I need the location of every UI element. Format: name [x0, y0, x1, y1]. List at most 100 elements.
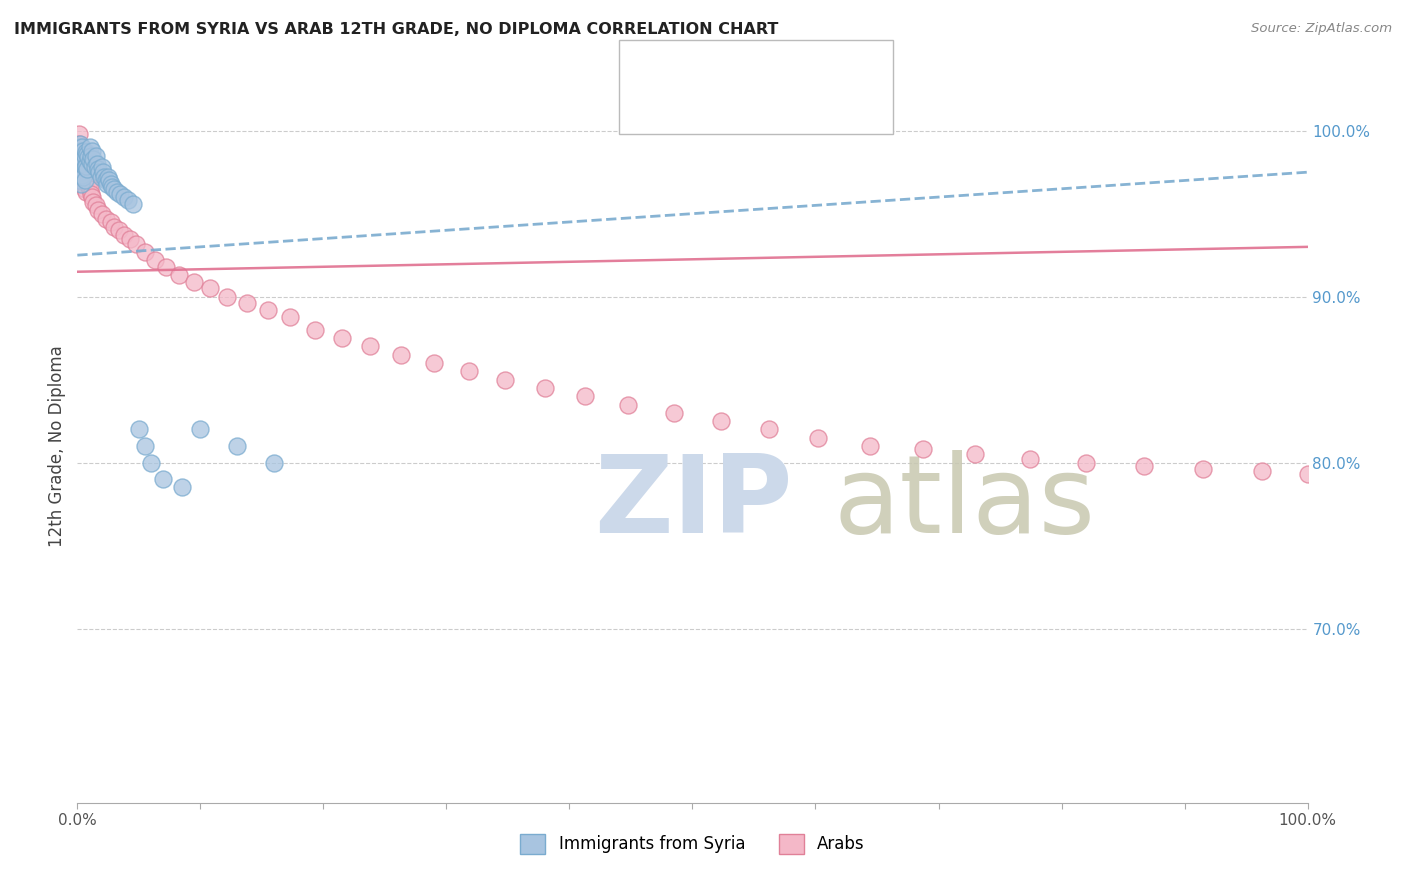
Point: [141, 456, 163, 470]
Point: [112, 190, 135, 204]
Text: Source: ZipAtlas.com: Source: ZipAtlas.com: [1251, 22, 1392, 36]
Point: [67, 148, 90, 162]
Point: [84, 198, 107, 212]
Point: [90, 160, 114, 174]
Point: [67, 140, 90, 154]
Point: [69, 165, 91, 179]
Point: [200, 281, 222, 295]
Point: [72, 157, 94, 171]
Point: [101, 180, 124, 194]
Point: [1296, 467, 1319, 482]
Point: [67, 136, 90, 151]
Point: [83, 160, 105, 174]
Point: [91, 165, 114, 179]
Point: [96, 177, 118, 191]
Point: [80, 148, 103, 162]
Legend: Immigrants from Syria, Arabs: Immigrants from Syria, Arabs: [512, 825, 873, 863]
Point: [169, 268, 191, 282]
Point: [1133, 458, 1156, 473]
Point: [79, 182, 101, 196]
Point: [117, 194, 139, 208]
Point: [73, 182, 96, 196]
Point: [112, 228, 135, 243]
Point: [534, 381, 557, 395]
Point: [69, 148, 91, 162]
Point: [77, 150, 100, 164]
Point: [121, 196, 143, 211]
Point: [67, 173, 90, 187]
Point: [79, 153, 101, 168]
Point: [84, 148, 107, 162]
Text: ZIP: ZIP: [595, 450, 793, 556]
Point: [100, 215, 122, 229]
Point: [128, 422, 150, 436]
Point: [710, 414, 733, 428]
Point: [807, 431, 830, 445]
Text: R =  0.112   N =  61: R = 0.112 N = 61: [673, 55, 841, 73]
Point: [70, 153, 93, 168]
Point: [75, 185, 97, 199]
Point: [67, 127, 90, 141]
Point: [226, 439, 249, 453]
Point: [330, 331, 353, 345]
Point: [89, 165, 111, 179]
Point: [73, 165, 96, 179]
Point: [108, 223, 131, 237]
Point: [965, 447, 987, 461]
Point: [70, 165, 93, 179]
Point: [69, 136, 91, 151]
Point: [67, 157, 90, 171]
Point: [67, 165, 90, 179]
Point: [82, 157, 104, 171]
Point: [911, 442, 934, 457]
Point: [86, 157, 108, 171]
Point: [82, 152, 104, 166]
Point: [423, 356, 446, 370]
Point: [87, 161, 110, 176]
Point: [617, 397, 640, 411]
Point: [236, 296, 259, 310]
Point: [170, 481, 193, 495]
Point: [72, 170, 94, 185]
Point: [76, 161, 98, 176]
Point: [93, 170, 115, 185]
Text: atlas: atlas: [834, 450, 1095, 556]
Point: [76, 147, 98, 161]
Point: [73, 173, 96, 187]
Point: [73, 160, 96, 174]
Point: [69, 144, 91, 158]
Point: [70, 148, 93, 162]
Point: [70, 177, 93, 191]
Point: [152, 472, 174, 486]
Point: [77, 178, 100, 193]
Point: [70, 165, 93, 179]
Point: [80, 186, 103, 201]
Point: [87, 203, 110, 218]
Point: [75, 159, 97, 173]
Point: [257, 302, 280, 317]
Point: [70, 153, 93, 168]
Point: [662, 406, 685, 420]
Point: [72, 144, 94, 158]
Point: [100, 177, 122, 191]
Point: [94, 173, 117, 187]
Point: [1018, 452, 1040, 467]
Point: [70, 169, 93, 183]
Point: [217, 290, 239, 304]
Point: [82, 190, 104, 204]
Point: [457, 364, 479, 378]
Point: [75, 169, 97, 183]
Point: [69, 157, 91, 171]
Point: [72, 160, 94, 174]
Point: [495, 373, 517, 387]
Point: [72, 177, 94, 191]
Point: [70, 140, 93, 154]
Y-axis label: 12th Grade, No Diploma: 12th Grade, No Diploma: [48, 345, 66, 547]
Point: [70, 144, 93, 158]
Point: [125, 236, 148, 251]
Point: [82, 144, 104, 158]
Point: [120, 231, 142, 245]
Point: [758, 422, 780, 436]
Point: [134, 439, 156, 453]
Point: [73, 148, 96, 162]
